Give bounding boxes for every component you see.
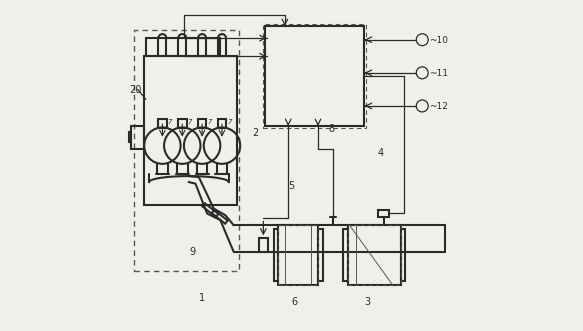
- Text: 7: 7: [207, 119, 212, 125]
- Bar: [348, 225, 401, 285]
- Text: 9: 9: [189, 247, 195, 257]
- Bar: [265, 26, 364, 126]
- Bar: [178, 119, 187, 128]
- Bar: [273, 229, 278, 281]
- Text: ~12: ~12: [430, 102, 448, 111]
- Text: 7: 7: [167, 119, 172, 125]
- Text: 7: 7: [227, 119, 231, 125]
- Bar: [146, 38, 220, 56]
- Text: 7: 7: [187, 119, 192, 125]
- Bar: [134, 30, 238, 271]
- Bar: [278, 225, 318, 285]
- Bar: [144, 56, 237, 205]
- Text: ~11: ~11: [430, 69, 448, 78]
- Bar: [378, 210, 389, 217]
- Text: ~10: ~10: [430, 36, 448, 45]
- Bar: [343, 229, 348, 281]
- Text: 6: 6: [292, 297, 298, 307]
- Text: 1: 1: [199, 293, 205, 303]
- Bar: [401, 229, 405, 281]
- Bar: [263, 24, 366, 128]
- Text: 3: 3: [364, 297, 370, 307]
- Bar: [318, 229, 322, 281]
- Bar: [131, 126, 144, 149]
- Bar: [278, 225, 318, 285]
- Bar: [217, 119, 226, 128]
- Text: 20: 20: [129, 85, 142, 95]
- Bar: [158, 119, 167, 128]
- Bar: [348, 225, 401, 285]
- Text: 2: 2: [252, 128, 258, 138]
- Text: 4: 4: [378, 148, 384, 158]
- Bar: [198, 119, 206, 128]
- Text: 5: 5: [288, 181, 294, 191]
- Text: 8: 8: [328, 124, 334, 134]
- Bar: [259, 238, 268, 252]
